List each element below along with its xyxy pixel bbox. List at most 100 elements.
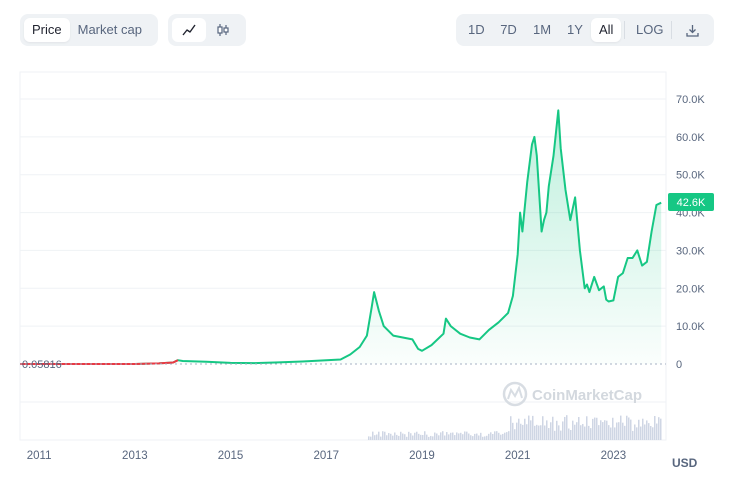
volume-bar xyxy=(430,435,432,440)
x-tick-label: 2015 xyxy=(218,450,244,462)
volume-bar xyxy=(632,430,634,440)
volume-bar xyxy=(520,423,522,440)
volume-bar xyxy=(598,425,600,440)
range-1d[interactable]: 1D xyxy=(468,22,485,37)
volume-bar xyxy=(394,432,396,440)
volume-bar xyxy=(522,424,524,440)
volume-bar xyxy=(448,434,450,440)
log-scale-button[interactable]: LOG xyxy=(636,22,664,37)
volume-bar xyxy=(386,435,388,440)
volume-bar xyxy=(550,422,552,440)
volume-bar xyxy=(584,426,586,440)
volume-bar xyxy=(516,422,518,440)
metric-toggle: Price Market cap xyxy=(20,14,158,46)
volume-bar xyxy=(438,435,440,440)
volume-bar xyxy=(476,433,478,440)
volume-bar xyxy=(518,418,520,440)
range-all[interactable]: All xyxy=(591,18,621,42)
range-7d[interactable]: 7D xyxy=(500,22,517,37)
volume-bar xyxy=(574,424,576,440)
volume-bar xyxy=(474,433,476,440)
volume-bar xyxy=(378,431,380,440)
volume-bar xyxy=(646,420,648,440)
volume-bar xyxy=(644,424,646,440)
volume-bar xyxy=(532,415,534,440)
volume-bar xyxy=(618,422,620,440)
volume-bar xyxy=(372,431,374,440)
volume-bar xyxy=(580,425,582,440)
volume-bar xyxy=(486,435,488,440)
volume-bar xyxy=(452,432,454,440)
y-tick-label: 50.0K xyxy=(676,170,705,182)
volume-bar xyxy=(488,433,490,440)
volume-bar xyxy=(410,433,412,440)
volume-bar xyxy=(590,428,592,440)
volume-bar xyxy=(536,424,538,440)
volume-bar xyxy=(642,418,644,440)
volume-bar xyxy=(538,425,540,440)
currency-label: USD xyxy=(672,456,698,470)
volume-bar xyxy=(414,432,416,440)
volume-bar xyxy=(492,434,494,440)
volume-bar xyxy=(534,425,536,440)
volume-bar xyxy=(628,417,630,440)
volume-bar xyxy=(466,431,468,440)
volume-bar xyxy=(540,425,542,440)
volume-bar xyxy=(440,432,442,440)
candlestick-button[interactable] xyxy=(206,18,240,42)
volume-bar xyxy=(508,431,510,440)
range-1y[interactable]: 1Y xyxy=(567,22,583,37)
volume-bar xyxy=(626,415,628,440)
volume-bar xyxy=(592,418,594,440)
y-tick-label: 0 xyxy=(676,359,682,371)
volume-bar xyxy=(504,432,506,440)
current-price-value: 42.6K xyxy=(677,197,706,209)
volume-bar xyxy=(500,434,502,440)
range-1m[interactable]: 1M xyxy=(533,22,552,37)
volume-bar xyxy=(602,422,604,440)
volume-bar xyxy=(556,420,558,440)
volume-bar xyxy=(412,435,414,440)
y-tick-label: 20.0K xyxy=(676,283,705,295)
volume-bar xyxy=(426,434,428,440)
volume-bar xyxy=(480,432,482,440)
volume-bar xyxy=(524,418,526,440)
volume-bar xyxy=(454,435,456,440)
coinmarketcap-logo-mark xyxy=(507,385,523,400)
volume-bar xyxy=(622,422,624,440)
volume-bar xyxy=(376,434,378,440)
volume-bar xyxy=(654,416,656,440)
volume-bar xyxy=(578,417,580,440)
volume-bar xyxy=(444,435,446,440)
download-icon xyxy=(685,24,699,37)
volume-bar xyxy=(462,434,464,440)
download-button[interactable] xyxy=(675,18,709,42)
volume-bar xyxy=(650,425,652,440)
volume-bar xyxy=(660,418,662,440)
tab-market-cap[interactable]: Market cap xyxy=(77,22,142,37)
line-chart-icon xyxy=(182,24,196,36)
volume-bar xyxy=(640,426,642,440)
volume-bar xyxy=(470,435,472,440)
volume-bar xyxy=(392,435,394,440)
tab-price[interactable]: Price xyxy=(24,18,70,42)
volume-bar xyxy=(384,431,386,440)
x-tick-label: 2013 xyxy=(122,450,148,462)
volume-bar xyxy=(558,425,560,440)
volume-bar xyxy=(416,431,418,440)
volume-bar xyxy=(496,431,498,440)
coinmarketcap-watermark: CoinMarketCap xyxy=(502,381,642,407)
volume-bar xyxy=(544,425,546,440)
volume-bar xyxy=(494,431,496,440)
volume-bar xyxy=(514,429,516,440)
volume-bar xyxy=(560,430,562,440)
volume-bar xyxy=(582,423,584,440)
line-chart-button[interactable] xyxy=(172,18,206,42)
volume-bar xyxy=(594,417,596,440)
volume-bar xyxy=(526,424,528,440)
volume-bar xyxy=(658,417,660,440)
volume-bar xyxy=(636,427,638,440)
volume-bar xyxy=(570,429,572,440)
volume-bar xyxy=(546,420,548,440)
volume-bar xyxy=(490,432,492,440)
